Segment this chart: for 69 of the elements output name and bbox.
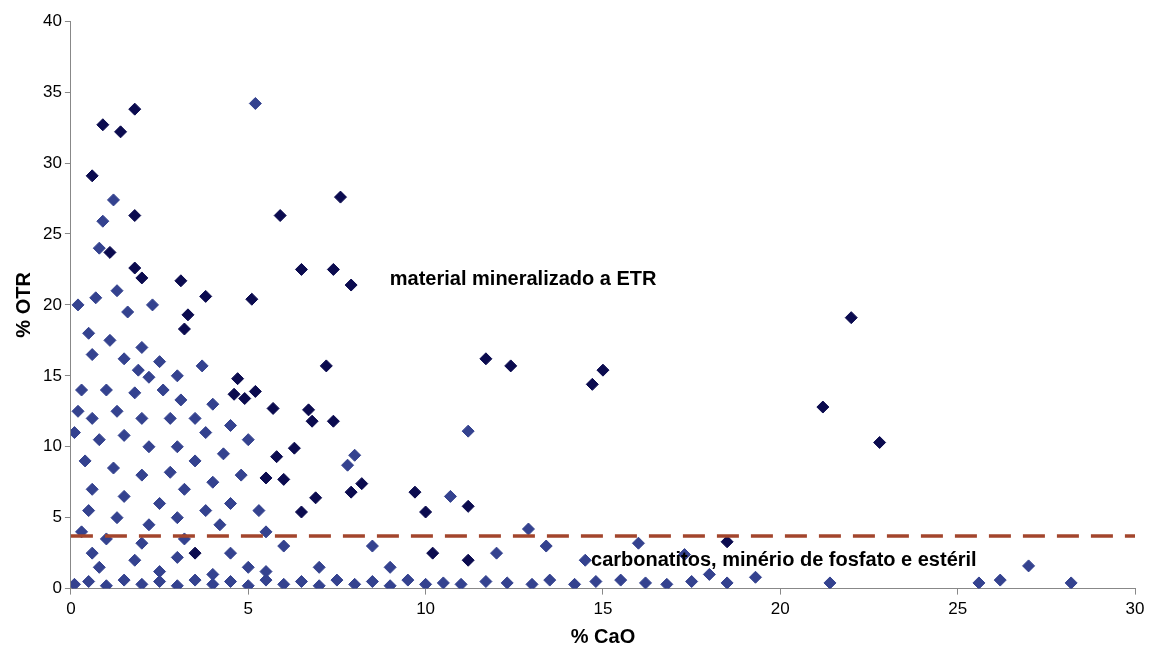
x-tick-label: 30 xyxy=(1125,598,1145,618)
point xyxy=(128,261,142,275)
point xyxy=(873,435,887,449)
x-tick-label: 10 xyxy=(416,598,436,618)
y-tick-label: 40 xyxy=(42,10,62,30)
point xyxy=(461,553,475,567)
point xyxy=(177,322,191,336)
point xyxy=(504,359,518,373)
y-tick-label: 25 xyxy=(42,223,62,243)
point xyxy=(294,505,308,519)
y-tick-label: 35 xyxy=(42,81,62,101)
y-tick-label: 15 xyxy=(42,365,62,385)
point xyxy=(287,441,301,455)
point xyxy=(273,209,287,223)
point xyxy=(266,401,280,415)
point xyxy=(96,118,110,132)
point xyxy=(844,311,858,325)
point xyxy=(302,403,316,417)
point xyxy=(479,352,493,366)
x-axis-title: % CaO xyxy=(570,624,636,647)
annotation: carbonatitos, minério de fosfato e estéril xyxy=(591,547,977,570)
x-tick-label: 5 xyxy=(243,598,253,618)
point xyxy=(248,384,262,398)
point xyxy=(188,546,202,560)
y-tick-label: 10 xyxy=(42,436,62,456)
point xyxy=(596,363,610,377)
point xyxy=(181,308,195,322)
y-tick-label: 20 xyxy=(42,294,62,314)
point xyxy=(333,190,347,204)
point xyxy=(344,485,358,499)
y-axis-title: % OTR xyxy=(11,271,34,338)
point xyxy=(174,274,188,288)
point xyxy=(85,169,99,183)
point xyxy=(720,535,734,549)
point xyxy=(585,377,599,391)
y-tick-label: 5 xyxy=(52,507,62,527)
point xyxy=(816,400,830,414)
y-tick-label: 0 xyxy=(52,578,62,598)
x-tick-label: 25 xyxy=(948,598,968,618)
point xyxy=(319,359,333,373)
x-tick-label: 20 xyxy=(770,598,790,618)
point xyxy=(227,387,241,401)
annotation: material mineralizado a ETR xyxy=(389,266,658,289)
point xyxy=(103,245,117,259)
point xyxy=(305,414,319,428)
point xyxy=(231,372,245,386)
point xyxy=(426,546,440,560)
x-tick-label: 15 xyxy=(593,598,613,618)
point xyxy=(309,491,323,505)
point xyxy=(294,262,308,276)
point xyxy=(419,505,433,519)
point xyxy=(408,485,422,499)
point xyxy=(277,472,291,486)
point xyxy=(259,471,273,485)
point xyxy=(461,499,475,513)
point xyxy=(326,414,340,428)
point xyxy=(238,392,252,406)
y-tick-label: 30 xyxy=(42,152,62,172)
point xyxy=(344,278,358,292)
point xyxy=(128,209,142,223)
point xyxy=(199,289,213,303)
point xyxy=(245,292,259,306)
point xyxy=(114,125,128,139)
point xyxy=(128,102,142,116)
point xyxy=(270,450,284,464)
x-tick-label: 0 xyxy=(66,598,76,618)
point xyxy=(326,262,340,276)
point xyxy=(135,271,149,285)
point xyxy=(355,477,369,491)
